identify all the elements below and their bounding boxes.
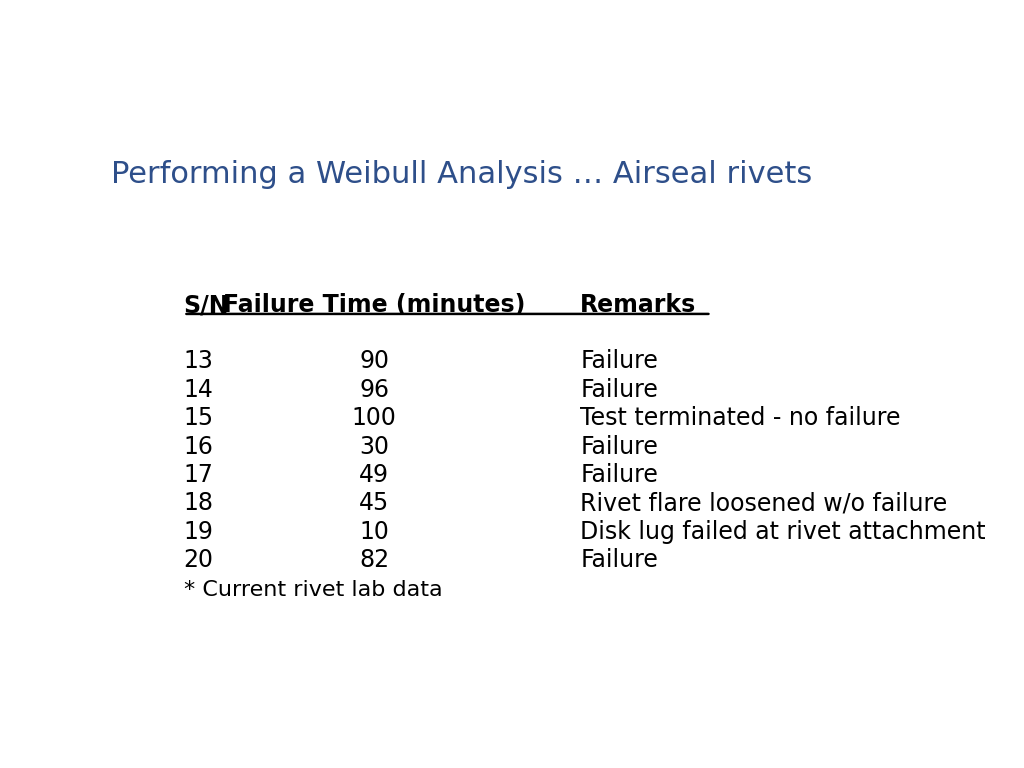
Text: 17: 17 <box>183 463 213 487</box>
Text: Performing a Weibull Analysis … Airseal rivets: Performing a Weibull Analysis … Airseal … <box>111 161 812 189</box>
Text: S/N: S/N <box>183 293 229 317</box>
Text: 45: 45 <box>358 492 389 515</box>
Text: Remarks: Remarks <box>581 293 696 317</box>
Text: Failure: Failure <box>581 435 658 458</box>
Text: 14: 14 <box>183 378 213 402</box>
Text: Rivet flare loosened w/o failure: Rivet flare loosened w/o failure <box>581 492 947 515</box>
Text: 82: 82 <box>359 548 389 572</box>
Text: Failure: Failure <box>581 349 658 373</box>
Text: Failure: Failure <box>581 548 658 572</box>
Text: 96: 96 <box>359 378 389 402</box>
Text: 18: 18 <box>183 492 214 515</box>
Text: Failure: Failure <box>581 463 658 487</box>
Text: 49: 49 <box>359 463 389 487</box>
Text: 10: 10 <box>359 520 389 544</box>
Text: 13: 13 <box>183 349 213 373</box>
Text: 90: 90 <box>359 349 389 373</box>
Text: 30: 30 <box>359 435 389 458</box>
Text: 19: 19 <box>183 520 213 544</box>
Text: * Current rivet lab data: * Current rivet lab data <box>183 580 442 600</box>
Text: Test terminated - no failure: Test terminated - no failure <box>581 406 901 430</box>
Text: 20: 20 <box>183 548 214 572</box>
Text: 16: 16 <box>183 435 213 458</box>
Text: Failure: Failure <box>581 378 658 402</box>
Text: Failure Time (minutes): Failure Time (minutes) <box>223 293 525 317</box>
Text: 100: 100 <box>351 406 396 430</box>
Text: 15: 15 <box>183 406 214 430</box>
Text: Disk lug failed at rivet attachment: Disk lug failed at rivet attachment <box>581 520 986 544</box>
